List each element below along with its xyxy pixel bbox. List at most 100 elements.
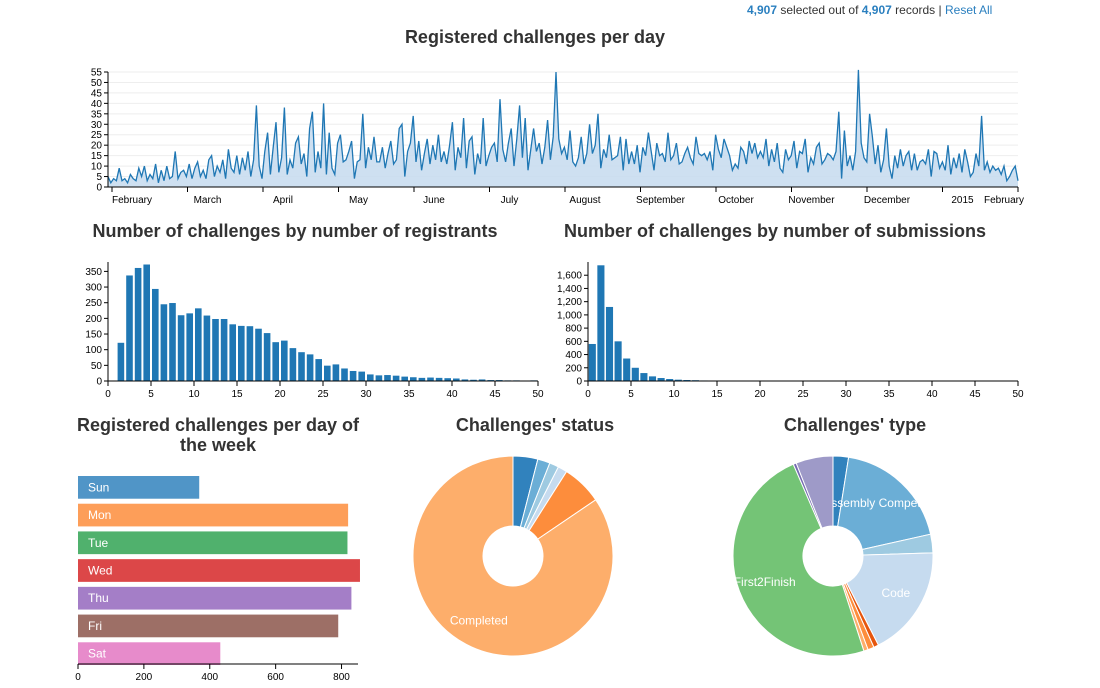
bar[interactable] (666, 379, 674, 381)
x-tick-label: 200 (136, 672, 153, 683)
weekday-bar[interactable] (78, 642, 221, 665)
pie-slice[interactable] (795, 455, 834, 529)
weekday-bar[interactable] (78, 503, 349, 527)
bar[interactable] (255, 328, 262, 381)
bar[interactable] (229, 324, 236, 381)
bar[interactable] (246, 326, 254, 381)
submissions-histogram[interactable]: 0 200 400 600 800 1,000 1,200 1,400 1,600 0 5 10 15 2… (557, 262, 1024, 400)
bar[interactable] (453, 378, 460, 381)
x-tick-label: 40 (446, 389, 458, 400)
x-tick-label: 2015 (951, 195, 974, 206)
slice-label: First2Finish (734, 575, 796, 589)
y-tick-label: 300 (85, 283, 102, 294)
bar[interactable] (281, 340, 288, 381)
bar[interactable] (306, 354, 314, 381)
x-tick-label: 35 (403, 389, 415, 400)
bar[interactable] (272, 342, 279, 381)
bar[interactable] (341, 368, 348, 381)
bar[interactable] (597, 265, 605, 381)
y-tick-label: 30 (91, 120, 103, 131)
pie-slice[interactable] (837, 456, 932, 551)
bar[interactable] (203, 315, 211, 381)
bar[interactable] (605, 306, 614, 381)
weekday-label: Thu (88, 591, 109, 605)
weekday-bar[interactable] (78, 614, 339, 638)
bar[interactable] (401, 376, 408, 381)
bar[interactable] (220, 318, 228, 381)
bar[interactable] (657, 378, 665, 381)
x-tick-label: 5 (148, 389, 154, 400)
bar[interactable] (631, 367, 639, 381)
y-tick-label: 250 (85, 298, 102, 309)
records-summary: 4,907 selected out of 4,907 records | Re… (747, 3, 992, 17)
weekday-bar[interactable] (78, 586, 352, 610)
pie-slice[interactable] (732, 463, 865, 657)
x-tick-label: 40 (926, 389, 938, 400)
bar[interactable] (186, 313, 193, 381)
bar[interactable] (461, 379, 469, 381)
bar[interactable] (427, 377, 434, 381)
x-tick-label: 15 (231, 389, 243, 400)
reset-all-link[interactable]: Reset All (944, 3, 993, 17)
weekday-label: Sat (88, 647, 107, 661)
y-tick-label: 200 (565, 363, 582, 374)
bar[interactable] (315, 359, 322, 381)
bar[interactable] (349, 370, 357, 381)
bar[interactable] (117, 342, 125, 381)
bar[interactable] (384, 375, 391, 381)
bar[interactable] (289, 348, 297, 381)
bar[interactable] (134, 267, 142, 381)
pie-slice[interactable] (845, 552, 934, 646)
y-tick-label: 5 (96, 172, 102, 183)
bar[interactable] (263, 333, 271, 381)
bar[interactable] (674, 379, 682, 381)
bar[interactable] (614, 341, 622, 381)
weekday-bar[interactable] (78, 476, 200, 499)
bar[interactable] (298, 352, 305, 381)
bar[interactable] (212, 318, 219, 381)
bar[interactable] (640, 373, 648, 381)
bar[interactable] (470, 379, 477, 381)
weekday-label: Tue (88, 536, 109, 550)
x-tick-label: December (864, 195, 911, 206)
weekday-label: Wed (88, 564, 112, 578)
type-donut[interactable]: Assembly Competition Code First2Finish (732, 455, 943, 657)
bar[interactable] (332, 364, 340, 381)
pie-slice[interactable] (412, 455, 614, 657)
bar[interactable] (152, 288, 159, 381)
bar[interactable] (195, 308, 202, 381)
bar[interactable] (238, 325, 245, 381)
bar[interactable] (143, 264, 150, 381)
bar[interactable] (588, 343, 596, 381)
bar[interactable] (444, 378, 451, 381)
bar[interactable] (324, 365, 331, 381)
bar[interactable] (648, 376, 657, 381)
bar[interactable] (358, 371, 365, 381)
bar[interactable] (435, 377, 443, 381)
x-tick-label: April (273, 195, 293, 206)
x-tick-label: March (194, 195, 222, 206)
bar[interactable] (177, 315, 185, 381)
registrants-histogram[interactable]: 0 50 100 150 200 250 300 350 0 5 10 15 20 25 30 35 40 45 5… (85, 262, 544, 400)
bar[interactable] (169, 303, 176, 381)
x-tick-label: 10 (668, 389, 680, 400)
x-tick-label: 10 (188, 389, 200, 400)
bar[interactable] (623, 358, 631, 381)
x-tick-label: May (349, 195, 368, 206)
weekday-bar[interactable] (78, 559, 360, 582)
bar[interactable] (367, 374, 374, 381)
bar[interactable] (392, 375, 400, 381)
status-donut[interactable]: Completed (412, 455, 614, 657)
weekday-chart[interactable]: Sun Mon Tue Wed Thu Fri Sat 0 200 400 600 800 (75, 476, 360, 683)
bar[interactable] (418, 377, 426, 381)
bar[interactable] (160, 304, 168, 381)
bar[interactable] (410, 377, 417, 381)
weekday-bar[interactable] (78, 531, 348, 555)
bar[interactable] (126, 275, 133, 381)
x-tick-label: October (718, 195, 754, 206)
bar[interactable] (375, 375, 383, 381)
weekday-chart-title: Registered challenges per day of the wee… (76, 415, 360, 455)
bar[interactable] (478, 379, 486, 381)
